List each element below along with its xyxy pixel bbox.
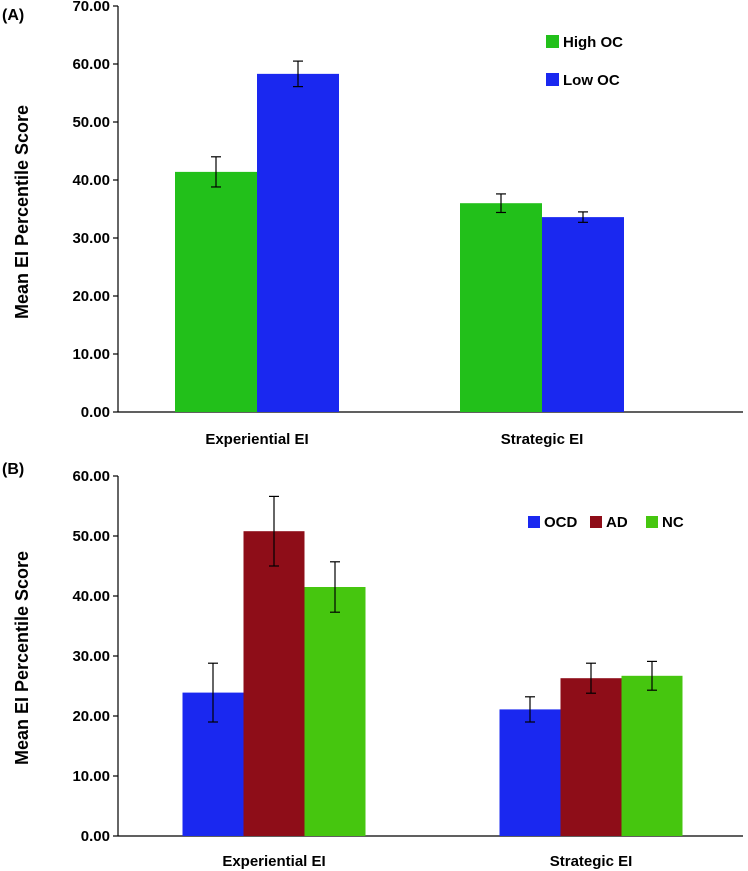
panel-b-y-tick-label: 20.00 [72,708,110,725]
panel-b-legend-swatch [590,516,602,528]
panel-b-bar-ad [243,531,305,836]
panel-b-category-label: Strategic EI [550,853,633,870]
panel-a-category-label: Strategic EI [501,431,584,448]
panel-b-legend-swatch [528,516,540,528]
panel-a-bar-high-oc [175,171,257,412]
panel-a-plot: 0.00 10.00 20.00 30.00 40.00 50.00 60.00 70.00 E… [72,0,743,448]
panel-a-y-tick-label: 60.00 [72,56,110,73]
panel-b-y-tick-label: 40.00 [72,588,110,605]
panel-b-legend-label: AD [606,514,628,531]
panel-a-y-tick-label: 40.00 [72,172,110,189]
panel-a-bar-low-oc [542,217,624,412]
panel-b-y-tick-label: 30.00 [72,648,110,665]
panel-b-y-tick-label: 60.00 [72,468,110,485]
panel-a-legend-swatch [546,35,559,48]
panel-b-plot: 0.00 10.00 20.00 30.00 40.00 50.00 60.00 Experi… [72,468,743,870]
panel-a-legend-label: High OC [563,34,623,51]
panel-b-bar-ocd [499,709,561,836]
panel-a-legend-label: Low OC [563,72,620,89]
panel-a-y-axis-title: Mean EI Percentile Score [12,105,32,319]
panel-a-label: (A) [2,7,24,24]
panel-a-bar-high-oc [460,203,542,412]
panel-b-legend-label: OCD [544,514,578,531]
panel-a-bar-low-oc [257,73,339,413]
panel-a-category-label: Experiential EI [205,431,308,448]
panel-a-y-tick-label: 20.00 [72,288,110,305]
panel-b-legend-label: NC [662,514,684,531]
panel-b-y-tick-label: 0.00 [81,828,110,845]
panel-b-y-tick-label: 50.00 [72,528,110,545]
panel-a-y-tick-label: 0.00 [81,404,110,421]
panel-b-category-label: Experiential EI [222,853,325,870]
panel-b-y-axis-title: Mean EI Percentile Score [12,551,32,765]
panel-a-y-tick-label: 10.00 [72,346,110,363]
panel-a-y-tick-label: 30.00 [72,230,110,247]
panel-b-bar-nc [621,675,683,836]
panel-a-y-tick-label: 70.00 [72,0,110,15]
panel-a-legend-swatch [546,73,559,86]
panel-b-bar-ad [560,678,622,836]
panel-a-y-tick-label: 50.00 [72,114,110,131]
panel-b-bar-nc [304,587,366,836]
panel-b-legend-swatch [646,516,658,528]
panel-b-y-tick-label: 10.00 [72,768,110,785]
panel-b-label: (B) [2,461,24,478]
